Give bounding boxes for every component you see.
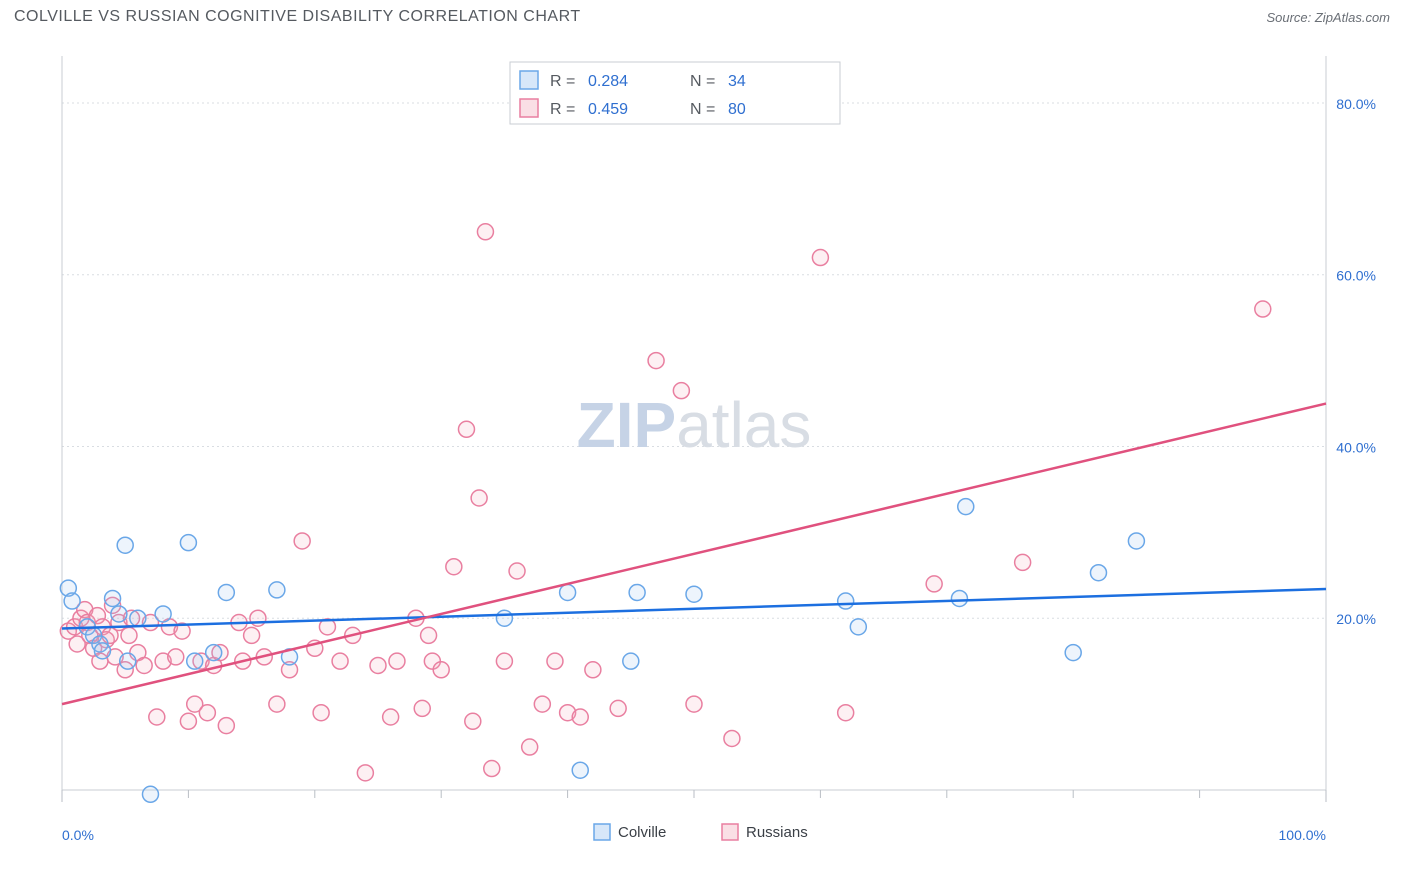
data-point xyxy=(951,590,967,606)
chart-svg: 20.0% 40.0% 60.0% 80.0% ZIPatlas 0.0% 100.0% R … xyxy=(50,48,1386,846)
data-point xyxy=(111,606,127,622)
watermark: ZIPatlas xyxy=(577,389,812,461)
data-point xyxy=(610,700,626,716)
legend-n-label: N = xyxy=(690,101,715,118)
legend-r-label: R = xyxy=(550,73,575,90)
legend-swatch xyxy=(520,71,538,89)
data-point xyxy=(1255,301,1271,317)
data-point xyxy=(812,250,828,266)
data-point xyxy=(648,353,664,369)
data-point xyxy=(383,709,399,725)
data-point xyxy=(471,490,487,506)
data-point xyxy=(496,610,512,626)
data-point xyxy=(547,653,563,669)
data-point xyxy=(446,559,462,575)
data-point xyxy=(484,761,500,777)
data-point xyxy=(673,383,689,399)
data-point xyxy=(199,705,215,721)
data-point xyxy=(629,584,645,600)
y-tick-label: 20.0% xyxy=(1336,611,1376,627)
data-point xyxy=(168,649,184,665)
series-swatch xyxy=(722,824,738,840)
data-point xyxy=(572,709,588,725)
data-point xyxy=(206,645,222,661)
data-point xyxy=(149,709,165,725)
data-point xyxy=(724,730,740,746)
y-tick-label: 80.0% xyxy=(1336,96,1376,112)
data-point xyxy=(414,700,430,716)
chart-header: COLVILLE VS RUSSIAN COGNITIVE DISABILITY… xyxy=(0,0,1406,40)
data-point xyxy=(850,619,866,635)
data-point xyxy=(120,653,136,669)
legend-n-value: 34 xyxy=(728,73,746,90)
data-point xyxy=(218,718,234,734)
series-label: Russians xyxy=(746,824,808,841)
legend-n-label: N = xyxy=(690,73,715,90)
data-point xyxy=(585,662,601,678)
series-label: Colville xyxy=(618,824,666,841)
data-point xyxy=(64,593,80,609)
data-point xyxy=(244,627,260,643)
data-point xyxy=(218,584,234,600)
data-point xyxy=(838,705,854,721)
data-point xyxy=(187,653,203,669)
data-point xyxy=(496,653,512,669)
data-point xyxy=(121,627,137,643)
data-point xyxy=(509,563,525,579)
x-tick-label: 0.0% xyxy=(62,827,94,843)
data-point xyxy=(926,576,942,592)
data-point xyxy=(572,762,588,778)
data-point xyxy=(433,662,449,678)
legend-n-value: 80 xyxy=(728,101,746,118)
data-point xyxy=(477,224,493,240)
data-point xyxy=(142,786,158,802)
data-point xyxy=(686,586,702,602)
data-point xyxy=(458,421,474,437)
data-point xyxy=(370,657,386,673)
data-point xyxy=(94,643,110,659)
data-point xyxy=(332,653,348,669)
series-swatch xyxy=(594,824,610,840)
data-point xyxy=(1065,645,1081,661)
data-point xyxy=(269,696,285,712)
legend-r-label: R = xyxy=(550,101,575,118)
data-point xyxy=(357,765,373,781)
data-point xyxy=(560,584,576,600)
data-point xyxy=(838,593,854,609)
data-point xyxy=(465,713,481,729)
data-point xyxy=(958,499,974,515)
data-point xyxy=(1128,533,1144,549)
data-point xyxy=(686,696,702,712)
data-point xyxy=(1090,565,1106,581)
data-point xyxy=(136,657,152,673)
data-point xyxy=(522,739,538,755)
legend-swatch xyxy=(520,99,538,117)
y-tick-label: 40.0% xyxy=(1336,439,1376,455)
data-point xyxy=(421,627,437,643)
data-point xyxy=(269,582,285,598)
data-point xyxy=(117,537,133,553)
data-point xyxy=(1015,554,1031,570)
legend-r-value: 0.284 xyxy=(588,73,628,90)
data-point xyxy=(130,610,146,626)
data-point xyxy=(389,653,405,669)
y-tick-label: 60.0% xyxy=(1336,268,1376,284)
scatter-chart: 20.0% 40.0% 60.0% 80.0% ZIPatlas 0.0% 100.0% R … xyxy=(50,48,1386,846)
data-point xyxy=(105,590,121,606)
data-point xyxy=(313,705,329,721)
source-attribution: Source: ZipAtlas.com xyxy=(1266,10,1390,25)
data-point xyxy=(534,696,550,712)
x-tick-label: 100.0% xyxy=(1279,827,1326,843)
chart-title: COLVILLE VS RUSSIAN COGNITIVE DISABILITY… xyxy=(14,8,581,25)
data-point xyxy=(623,653,639,669)
data-point xyxy=(180,535,196,551)
data-point xyxy=(294,533,310,549)
data-point xyxy=(155,606,171,622)
data-point xyxy=(180,713,196,729)
legend-r-value: 0.459 xyxy=(588,101,628,118)
